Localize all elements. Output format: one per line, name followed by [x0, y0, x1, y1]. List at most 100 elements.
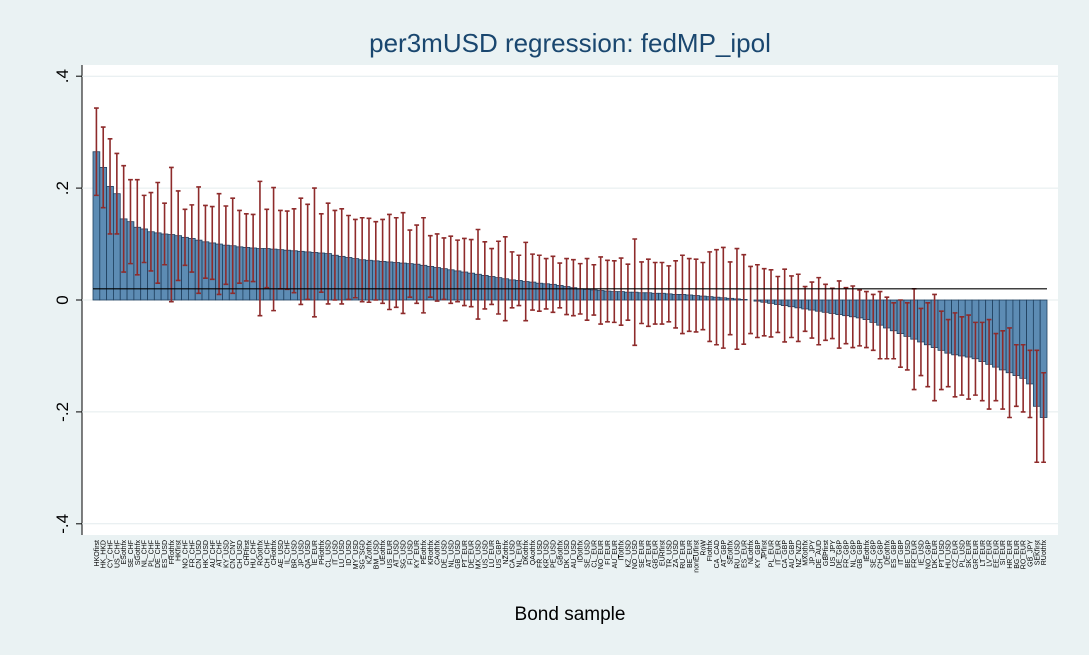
error-bar — [598, 256, 604, 325]
x-tick-label: NO_GBP — [925, 540, 932, 570]
error-bar — [727, 261, 733, 336]
x-tick-label: RUothfx — [1041, 540, 1048, 566]
error-bar — [523, 241, 529, 322]
error-bar — [134, 178, 140, 276]
x-tick-label: FR_CHF — [189, 540, 196, 568]
x-tick-label: RU_USD — [734, 540, 741, 569]
error-bar — [168, 166, 174, 303]
error-bar — [352, 218, 358, 299]
x-tick-label: SEKfirst — [1034, 540, 1041, 565]
x-tick-label: CL_USD — [326, 540, 333, 568]
x-tick-label: IEothfx — [864, 540, 871, 562]
error-bar — [714, 248, 719, 346]
error-bar — [789, 275, 794, 339]
error-bar — [121, 164, 127, 273]
x-tick-label: CA_CAD — [714, 540, 721, 568]
x-tick-label: PEothfx — [421, 540, 428, 565]
error-bar — [189, 204, 195, 273]
x-tick-label: NL_USD — [448, 540, 455, 568]
x-tick-label: SE_EUR — [639, 540, 646, 568]
x-tick-label: GBothfx — [557, 540, 564, 566]
error-bar — [434, 233, 440, 302]
x-tick-label: LT_EUR — [980, 540, 987, 566]
error-bar — [400, 211, 406, 315]
error-bar — [755, 263, 760, 339]
error-bar — [802, 285, 808, 333]
x-tick-label: US_JPY — [830, 540, 837, 567]
error-bar — [1041, 371, 1046, 464]
x-tick-label: KY_GBP — [755, 540, 762, 568]
error-bar — [359, 216, 365, 303]
error-bar — [870, 293, 876, 352]
error-bar — [707, 251, 713, 343]
error-bar — [1027, 349, 1033, 419]
x-tick-label: PL_CHF — [148, 540, 155, 567]
x-tick-label: GB_EUR — [653, 540, 660, 569]
error-bar — [857, 289, 862, 347]
error-bar — [748, 265, 753, 335]
x-tick-label: DK_EUR — [932, 540, 939, 568]
x-tick-label: CZ_EUR — [953, 540, 960, 568]
error-bar — [543, 257, 549, 310]
error-bar — [918, 307, 924, 377]
error-bar — [891, 301, 897, 360]
x-tick-label: US_USD — [482, 540, 489, 568]
x-tick-label: NL_GBP — [850, 540, 857, 568]
x-tick-label: RO_EUR — [1021, 540, 1028, 569]
error-bar — [387, 213, 392, 311]
error-bar — [693, 258, 699, 333]
error-bar — [312, 187, 317, 318]
error-bar — [148, 191, 154, 272]
error-bar — [243, 213, 249, 282]
x-tick-label: CAothfx — [435, 540, 442, 565]
error-bar — [114, 152, 120, 235]
x-tick-label: NZothfx — [503, 540, 510, 565]
error-bar — [850, 285, 856, 349]
x-tick-label: HK_USD — [203, 540, 210, 568]
error-bar — [250, 213, 256, 283]
x-tick-label: NLothfx — [748, 540, 755, 565]
x-tick-label: UEothfx — [380, 540, 387, 565]
x-tick-label: ESothfx — [121, 540, 128, 565]
x-tick-label: GB_JPY — [1027, 540, 1034, 567]
x-axis-label: Bond sample — [515, 604, 626, 625]
error-bar — [843, 286, 849, 345]
error-bar — [550, 255, 556, 314]
error-bar — [741, 253, 747, 346]
x-tick-label: SE_CHF — [128, 540, 135, 568]
error-bar — [898, 299, 903, 368]
x-tick-label: PL_USD — [959, 540, 966, 567]
error-bar — [625, 263, 631, 321]
x-tick-label: HK_HKD — [101, 540, 108, 568]
error-bar — [571, 258, 576, 317]
y-tick-label: -.4 — [53, 514, 72, 534]
error-bar — [775, 275, 781, 334]
error-bar — [564, 257, 569, 316]
x-tick-label: KY_EUR — [414, 540, 421, 568]
y-tick-label: 0 — [53, 295, 72, 304]
x-tick-label: EE_EUR — [993, 540, 1000, 568]
x-tick-label: CH_USD — [237, 540, 244, 569]
error-bar — [618, 257, 624, 326]
error-bar — [475, 228, 481, 320]
x-tick-label: BR_USD — [292, 540, 299, 568]
error-bar — [632, 238, 638, 347]
x-tick-label: AU_USD — [571, 540, 578, 568]
x-tick-label: AU_EUR — [612, 540, 619, 568]
x-tick-label: GB_GBP — [857, 540, 864, 569]
error-bar — [884, 296, 890, 360]
error-bar — [468, 238, 474, 308]
x-tick-label: CA_GBP — [782, 540, 789, 569]
error-bar — [461, 237, 467, 307]
x-tick-label: FIothfx — [707, 540, 714, 562]
error-bar — [155, 181, 161, 285]
x-tick-label: BG_EUR — [1014, 540, 1021, 569]
x-tick-label: GB_USD — [455, 540, 462, 569]
error-bar — [768, 268, 774, 338]
y-tick-label: -.2 — [53, 402, 72, 422]
x-tick-label: SE_USD — [585, 540, 592, 568]
error-bar — [966, 314, 972, 400]
error-bar — [298, 197, 304, 306]
error-bar — [979, 321, 985, 402]
error-bar — [414, 224, 420, 305]
